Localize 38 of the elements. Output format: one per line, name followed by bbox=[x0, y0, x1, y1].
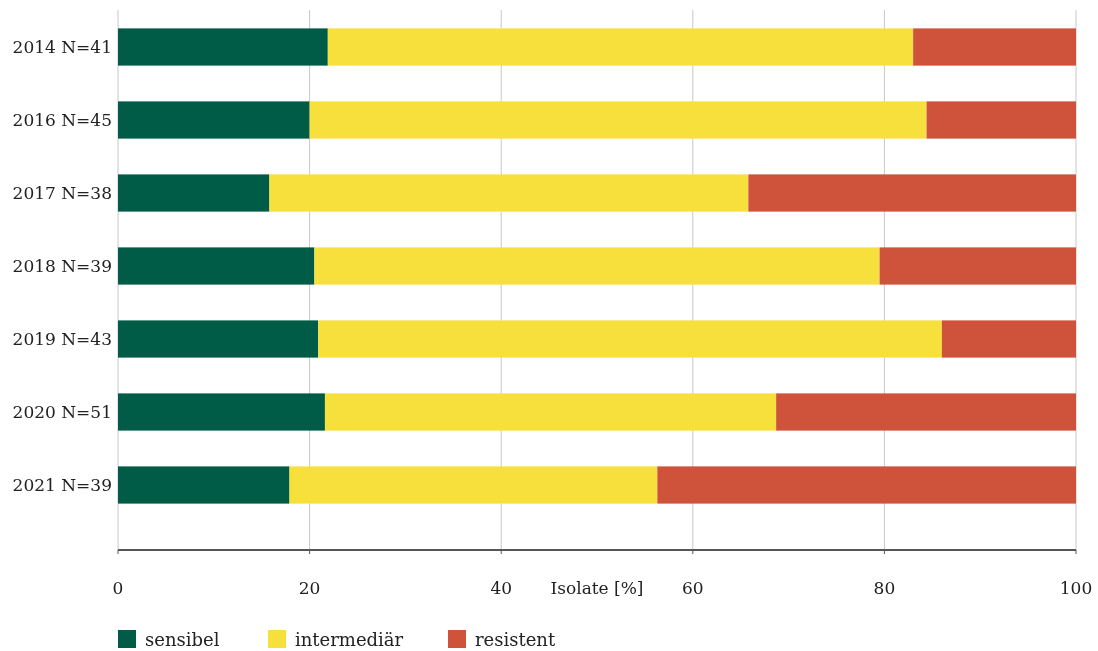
x-tick-label: 40 bbox=[490, 578, 513, 598]
bar bbox=[118, 320, 319, 358]
bar bbox=[118, 393, 325, 431]
bar bbox=[879, 247, 1076, 285]
bar bbox=[289, 466, 658, 504]
bar bbox=[118, 101, 310, 139]
x-tick-label: 20 bbox=[298, 578, 321, 598]
legend-label: resistent bbox=[475, 629, 556, 651]
y-tick-label: 2014 N=41 bbox=[12, 36, 112, 57]
bar bbox=[941, 320, 1076, 358]
bar bbox=[926, 101, 1076, 139]
bar bbox=[776, 393, 1076, 431]
bar bbox=[327, 28, 914, 66]
x-tick-label: 80 bbox=[873, 578, 896, 598]
y-tick-label: 2017 N=38 bbox=[12, 182, 112, 203]
bar bbox=[314, 247, 880, 285]
bar bbox=[309, 101, 927, 139]
bar bbox=[118, 28, 328, 66]
bar bbox=[748, 174, 1076, 212]
y-tick-label: 2020 N=51 bbox=[12, 401, 112, 422]
y-tick-label: 2018 N=39 bbox=[12, 255, 112, 276]
bar bbox=[913, 28, 1076, 66]
y-tick-label: 2019 N=43 bbox=[12, 328, 112, 349]
legend-label: sensibel bbox=[145, 629, 220, 651]
bar bbox=[318, 320, 942, 358]
bar bbox=[657, 466, 1076, 504]
x-tick-label: 60 bbox=[681, 578, 704, 598]
bar bbox=[324, 393, 777, 431]
y-tick-label: 2021 N=39 bbox=[12, 474, 112, 495]
legend-label: intermediär bbox=[295, 629, 404, 651]
bar bbox=[118, 174, 270, 212]
x-tick-label: 100 bbox=[1059, 578, 1093, 598]
y-tick-label: 2016 N=45 bbox=[12, 109, 112, 130]
x-axis-title: Isolate [%] bbox=[550, 578, 644, 598]
bar bbox=[269, 174, 749, 212]
bar bbox=[118, 247, 315, 285]
x-tick-label: 0 bbox=[112, 578, 124, 598]
bar bbox=[118, 466, 290, 504]
